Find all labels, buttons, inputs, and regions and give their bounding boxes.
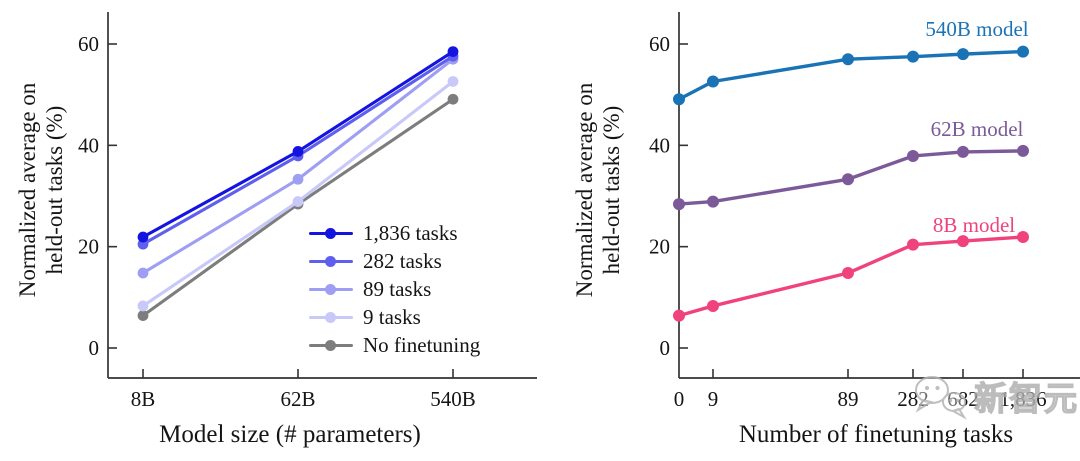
x-tick-label: 62B xyxy=(280,387,315,411)
y-tick-label: 60 xyxy=(78,32,99,56)
legend-item-no-finetuning: No finetuning xyxy=(309,331,480,359)
data-point-8b-model xyxy=(707,299,719,312)
legend: 1,836 tasks 282 tasks 89 tasks 9 tasks No fi… xyxy=(309,219,480,359)
data-point-8b-model xyxy=(673,309,685,322)
series-label-8b-model: 8B model xyxy=(932,213,1016,237)
data-point-540b-model xyxy=(957,48,969,61)
data-point-540b-model xyxy=(842,53,854,66)
x-tick-label: 89 xyxy=(838,387,859,411)
left-x-axis-label: Model size (# parameters) xyxy=(159,421,421,448)
data-point-89-tasks xyxy=(137,267,149,279)
right-chart: 020406009892826821,836 Normalized averag… xyxy=(540,0,1080,461)
data-point-8b-model xyxy=(1017,231,1029,244)
data-point-9-tasks xyxy=(137,300,149,312)
legend-swatch-icon xyxy=(309,219,353,247)
data-point-89-tasks xyxy=(292,173,304,185)
y-tick-label: 0 xyxy=(89,336,100,360)
legend-label: No finetuning xyxy=(363,332,481,357)
legend-item-1-836-tasks: 1,836 tasks xyxy=(309,219,480,247)
legend-item-89-tasks: 89 tasks xyxy=(309,275,480,303)
data-point-no-finetuning xyxy=(137,310,149,321)
x-tick-label: 1,836 xyxy=(999,387,1046,411)
x-tick-label: 9 xyxy=(708,387,719,411)
right-y-axis-label: Normalized average on held-out tasks (%) xyxy=(571,10,625,370)
legend-swatch-icon xyxy=(309,303,353,331)
data-point-8b-model xyxy=(842,267,854,280)
left-plot-area: 0 20 40 60 8B 62B 540B xyxy=(78,12,537,411)
x-tick-label: 540B xyxy=(430,387,476,411)
right-plot-area: 020406009892826821,836 xyxy=(649,12,1080,411)
series-label-540b-model: 540B model xyxy=(925,17,1029,41)
y-axis-label-line-2: held-out tasks (%) xyxy=(42,105,67,275)
series-label-62b-model: 62B model xyxy=(930,117,1024,141)
watermark-text: 新智元 xyxy=(973,381,1079,418)
y-tick-label: 20 xyxy=(649,235,670,259)
legend-item-9-tasks: 9 tasks xyxy=(309,303,480,331)
data-point-62b-model xyxy=(907,149,919,162)
legend-swatch-icon xyxy=(309,331,353,359)
y-axis-label-line-1: Normalized average on xyxy=(572,82,597,298)
data-point-1-836-tasks xyxy=(137,231,149,243)
data-point-1-836-tasks xyxy=(292,146,304,157)
right-x-axis-label: Number of finetuning tasks xyxy=(738,421,1014,448)
data-point-540b-model xyxy=(673,93,685,106)
data-point-no-finetuning xyxy=(447,93,459,105)
x-tick-label: 0 xyxy=(674,387,685,411)
y-tick-label: 20 xyxy=(78,235,99,259)
y-axis-label-line-2: held-out tasks (%) xyxy=(599,105,624,275)
data-point-9-tasks xyxy=(447,76,459,87)
wechat-chat-bubbles-icon xyxy=(915,376,967,420)
y-tick-label: 40 xyxy=(649,133,670,157)
series-line-540b-model xyxy=(677,49,1025,101)
data-point-540b-model xyxy=(907,50,919,63)
data-point-62b-model xyxy=(1017,144,1029,157)
data-point-8b-model xyxy=(957,235,969,248)
data-point-62b-model xyxy=(673,198,685,211)
legend-label: 1,836 tasks xyxy=(363,220,458,245)
y-axis-label-line-1: Normalized average on xyxy=(15,82,40,298)
data-point-62b-model xyxy=(707,195,719,208)
watermark: 新智元 xyxy=(910,372,1079,420)
legend-label: 89 tasks xyxy=(363,276,432,301)
data-point-62b-model xyxy=(842,173,854,186)
legend-item-282-tasks: 282 tasks xyxy=(309,247,480,275)
data-point-1-836-tasks xyxy=(447,46,459,57)
data-point-540b-model xyxy=(707,75,719,88)
x-tick-label: 8B xyxy=(131,387,156,411)
y-tick-label: 40 xyxy=(78,133,99,157)
legend-swatch-icon xyxy=(309,275,353,303)
data-point-540b-model xyxy=(1017,45,1029,58)
legend-swatch-icon xyxy=(309,247,353,275)
data-point-62b-model xyxy=(957,145,969,158)
y-tick-label: 60 xyxy=(649,32,670,56)
legend-label: 282 tasks xyxy=(363,248,442,273)
data-point-9-tasks xyxy=(292,196,304,207)
legend-label: 9 tasks xyxy=(363,304,421,329)
left-y-axis-label: Normalized average on held-out tasks (%) xyxy=(14,10,68,370)
left-chart: 0 20 40 60 8B 62B 540B Normalized average on h… xyxy=(14,10,537,448)
y-tick-label: 0 xyxy=(660,336,671,360)
data-point-8b-model xyxy=(907,238,919,251)
